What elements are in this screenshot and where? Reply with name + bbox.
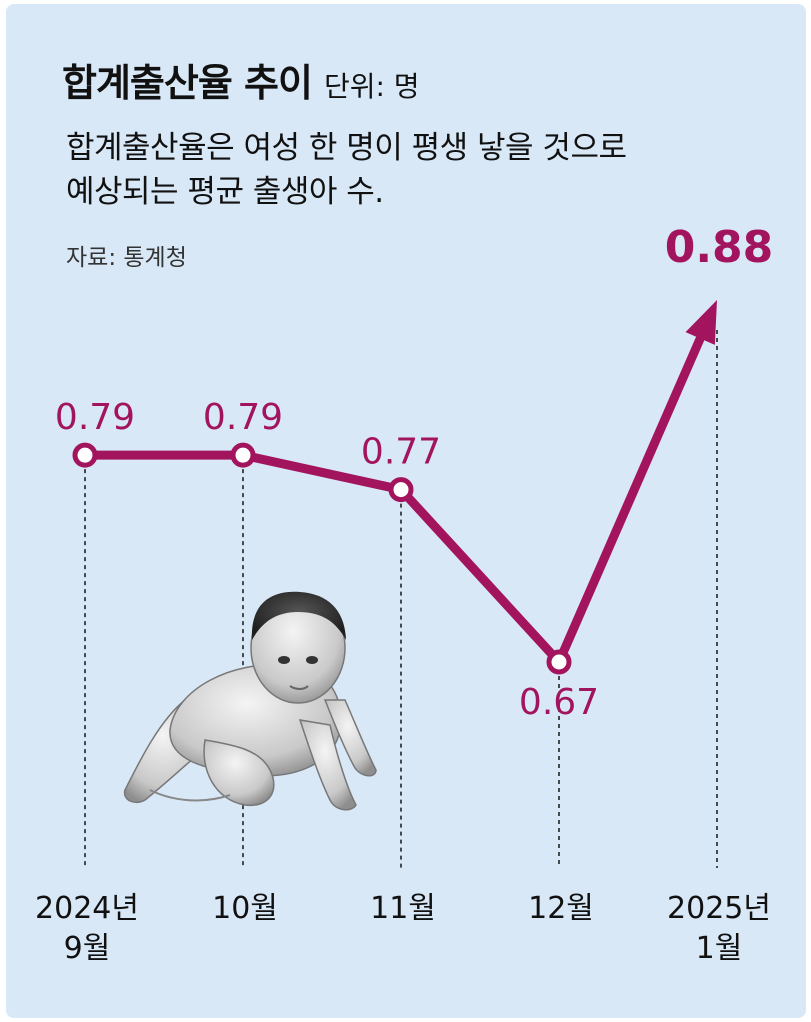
data-point [546, 649, 572, 675]
data-label: 0.79 [203, 397, 283, 438]
data-label: 0.67 [519, 682, 599, 723]
data-label: 0.88 [665, 222, 774, 273]
guide-lines [84, 330, 718, 868]
x-tick-label: 2024년 9월 [35, 891, 139, 966]
title-row: 합계출산율 추이 단위: 명 [62, 52, 420, 107]
x-axis-tick-labels: 2024년 9월 10월 11월 12월 2025년 1월 [35, 891, 771, 966]
x-tick-label: 12월 [528, 891, 594, 926]
data-label: 0.79 [55, 397, 135, 438]
description-line-1: 합계출산율은 여성 한 명이 평생 낳을 것으로 [66, 130, 627, 166]
data-point-arrow [685, 300, 717, 345]
chart-description: 합계출산율은 여성 한 명이 평생 낳을 것으로 예상되는 평균 출생아 수. [66, 126, 766, 214]
x-tick-label: 2025년 1월 [667, 891, 771, 966]
description-line-2: 예상되는 평균 출생아 수. [66, 174, 384, 210]
data-point [388, 477, 414, 503]
chart-title: 합계출산율 추이 [62, 61, 313, 105]
x-tick-label: 11월 [370, 891, 436, 926]
x-tick-label: 10월 [212, 891, 278, 926]
series-line-group [72, 300, 717, 675]
data-point [72, 442, 98, 468]
data-label-group: 0.79 0.79 0.77 0.67 0.88 [55, 222, 773, 723]
data-label: 0.77 [361, 432, 441, 473]
unit-label: 단위: 명 [323, 70, 420, 103]
source-note: 자료: 통계청 [66, 245, 187, 271]
baby-illustration [123, 591, 377, 811]
data-point [230, 442, 256, 468]
chart-card [6, 4, 806, 1018]
